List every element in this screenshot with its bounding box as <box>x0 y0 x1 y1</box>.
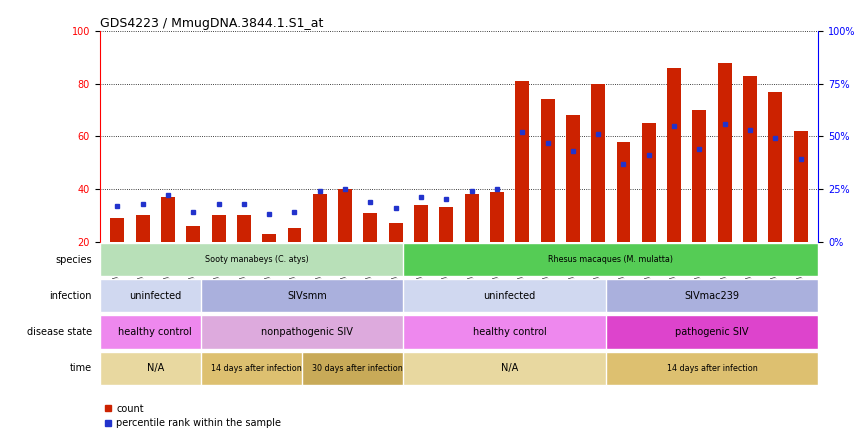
Bar <box>667 68 681 242</box>
Text: 30 days after infection: 30 days after infection <box>313 364 403 373</box>
FancyBboxPatch shape <box>606 279 818 313</box>
Text: uninfected: uninfected <box>483 291 536 301</box>
Bar <box>288 228 301 242</box>
Bar <box>211 215 225 242</box>
Bar <box>364 213 378 242</box>
Bar <box>465 194 479 242</box>
FancyBboxPatch shape <box>404 279 616 313</box>
Text: Rhesus macaques (M. mulatta): Rhesus macaques (M. mulatta) <box>548 255 674 264</box>
Bar <box>768 91 782 242</box>
Bar <box>718 63 732 242</box>
FancyBboxPatch shape <box>201 315 413 349</box>
Text: N/A: N/A <box>146 363 164 373</box>
Bar <box>617 142 630 242</box>
Bar <box>389 223 403 242</box>
Legend: count, percentile rank within the sample: count, percentile rank within the sample <box>105 404 281 428</box>
FancyBboxPatch shape <box>100 352 211 385</box>
FancyBboxPatch shape <box>302 352 413 385</box>
Text: N/A: N/A <box>501 363 518 373</box>
FancyBboxPatch shape <box>201 352 312 385</box>
Bar <box>262 234 276 242</box>
Text: time: time <box>70 363 92 373</box>
Text: uninfected: uninfected <box>129 291 181 301</box>
Bar <box>693 110 707 242</box>
Bar <box>743 76 757 242</box>
Bar <box>439 207 453 242</box>
Text: GDS4223 / MmugDNA.3844.1.S1_at: GDS4223 / MmugDNA.3844.1.S1_at <box>100 17 323 30</box>
Text: SIVsmm: SIVsmm <box>288 291 327 301</box>
FancyBboxPatch shape <box>100 315 211 349</box>
Text: healthy control: healthy control <box>473 327 546 337</box>
Text: SIVmac239: SIVmac239 <box>684 291 740 301</box>
Bar <box>540 99 554 242</box>
Text: 14 days after infection: 14 days after infection <box>211 364 302 373</box>
FancyBboxPatch shape <box>201 279 413 313</box>
Text: 14 days after infection: 14 days after infection <box>667 364 758 373</box>
FancyBboxPatch shape <box>606 352 818 385</box>
Bar <box>338 189 352 242</box>
Bar <box>110 218 124 242</box>
Text: infection: infection <box>49 291 92 301</box>
Text: nonpathogenic SIV: nonpathogenic SIV <box>262 327 353 337</box>
Bar <box>490 191 504 242</box>
FancyBboxPatch shape <box>404 315 616 349</box>
Bar <box>313 194 326 242</box>
Text: Sooty manabeys (C. atys): Sooty manabeys (C. atys) <box>204 255 308 264</box>
FancyBboxPatch shape <box>404 243 818 276</box>
FancyBboxPatch shape <box>404 352 616 385</box>
Bar <box>237 215 251 242</box>
FancyBboxPatch shape <box>100 279 211 313</box>
Bar <box>515 81 529 242</box>
Bar <box>414 205 428 242</box>
Text: healthy control: healthy control <box>119 327 192 337</box>
FancyBboxPatch shape <box>100 243 413 276</box>
Bar <box>591 84 605 242</box>
Bar <box>642 123 656 242</box>
Text: pathogenic SIV: pathogenic SIV <box>675 327 749 337</box>
Bar <box>794 131 808 242</box>
Text: species: species <box>55 255 92 265</box>
Text: disease state: disease state <box>27 327 92 337</box>
Bar <box>186 226 200 242</box>
Bar <box>161 197 175 242</box>
FancyBboxPatch shape <box>606 315 818 349</box>
Bar <box>136 215 150 242</box>
Bar <box>565 115 580 242</box>
